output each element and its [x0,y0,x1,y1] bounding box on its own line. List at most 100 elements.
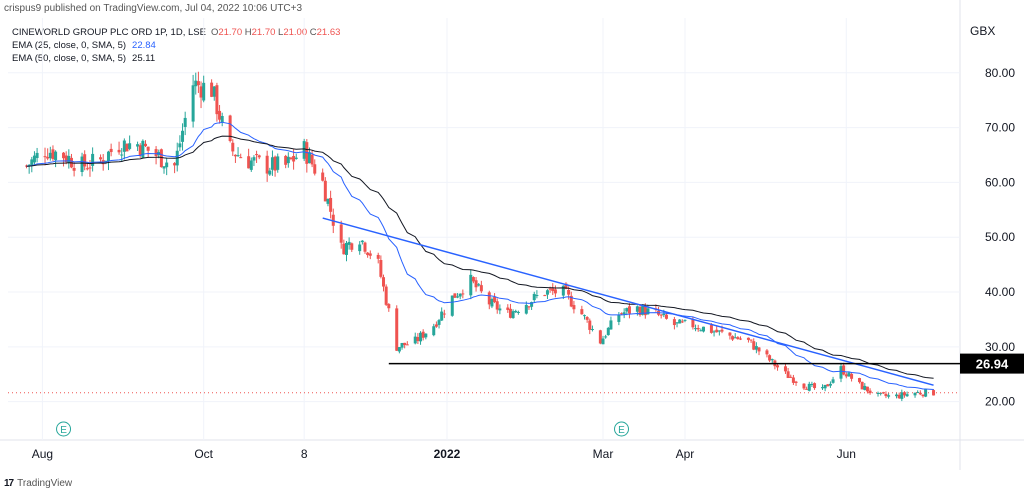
candle-body [514,310,518,313]
candle-body [733,337,737,339]
candle-body [487,292,491,305]
candle-body [902,392,906,396]
candle-body [532,293,536,301]
candle-body [453,293,457,298]
candle-body [194,80,198,87]
candle-body [627,306,631,314]
candle-body [659,314,663,316]
candle-body [48,152,52,159]
candle-body [236,155,240,157]
ema50-value: 25.11 [132,53,156,64]
chart-legend: CINEWORLD GROUP PLC ORD 1P, 1D, LSE O21.… [12,26,340,65]
candle-body [379,260,383,277]
candle-body [88,167,92,169]
candle-body [564,283,568,289]
candle-body [860,381,864,390]
x-tick-label: Mar [593,447,614,461]
candle-body [477,284,481,286]
candle-body [807,383,811,391]
candle-body [183,117,187,127]
candle-body [247,156,251,169]
earnings-event-icon[interactable]: E [56,421,72,437]
candle-body [125,143,129,152]
candle-body [802,383,806,389]
candle-body [27,164,31,167]
candle-body [51,149,55,159]
candle-body [672,319,676,326]
earnings-event-icon[interactable]: E [614,421,630,437]
footer: 17 TradingView [4,478,72,489]
candle-body [442,313,446,315]
symbol-label[interactable]: CINEWORLD GROUP PLC ORD 1P, 1D, LSE [12,27,206,38]
ema50-row[interactable]: EMA (50, close, 0, SMA, 5) 25.11 [12,52,340,65]
candle-body [664,314,668,319]
candle-body [696,327,700,330]
candle-body [810,383,814,385]
candle-body [85,168,89,170]
candle-body [458,293,462,297]
candle-body [905,394,909,397]
candle-body [146,146,150,151]
candle-body [572,305,576,310]
trendline [322,217,934,386]
candle-body [294,157,298,159]
candle-body [601,338,605,345]
candle-body [675,322,679,324]
candle-body [43,156,47,158]
candle-body [173,163,177,166]
candle-body [233,154,237,157]
candle-body [360,240,364,243]
candle-body [165,162,169,168]
candle-body [257,155,261,158]
candle-body [731,336,735,340]
candle-body [210,82,214,97]
candle-body [548,288,552,290]
candle-body [405,344,409,346]
candle-body [620,313,624,315]
candle-body [493,296,497,303]
candle-body [255,154,259,156]
candle-body [643,306,647,316]
candle-body [109,148,113,153]
candle-body [273,156,277,171]
candle-body [498,308,502,311]
candle-body [752,341,756,350]
price-label: 26.94 [976,357,1009,372]
event-marker-glyph: E [618,425,625,436]
candle-body [680,321,684,323]
event-marker-glyph: E [60,425,67,436]
candle-body [720,329,724,332]
candle-body [138,145,142,156]
candle-body [83,154,87,167]
candle-body [678,319,682,324]
candle-body [805,388,809,390]
candle-body [506,307,510,310]
candle-body [527,306,531,308]
candle-body [120,154,124,156]
candle-body [736,337,740,340]
candle-body [397,347,401,352]
candle-body [783,366,787,372]
candle-body [270,157,274,170]
candle-body [508,308,512,318]
candle-body [344,242,348,255]
ema25-row[interactable]: EMA (25, close, 0, SMA, 5) 22.84 [12,39,340,52]
candle-body [181,130,185,142]
candle-body [794,381,798,383]
candle-body [913,392,917,396]
candle-body [162,166,166,169]
y-tick-label: 30.00 [985,340,1015,354]
candle-body [609,320,613,330]
candle-body [868,390,872,394]
candle-body [350,243,354,250]
candle-body [535,295,539,297]
candle-body [842,365,846,375]
candle-body [918,392,922,395]
candle-body [646,308,650,315]
candle-body [302,141,306,159]
candle-body [617,314,621,322]
candle-body [440,311,444,321]
x-tick-label: Aug [32,447,53,461]
candle-body [104,160,108,162]
